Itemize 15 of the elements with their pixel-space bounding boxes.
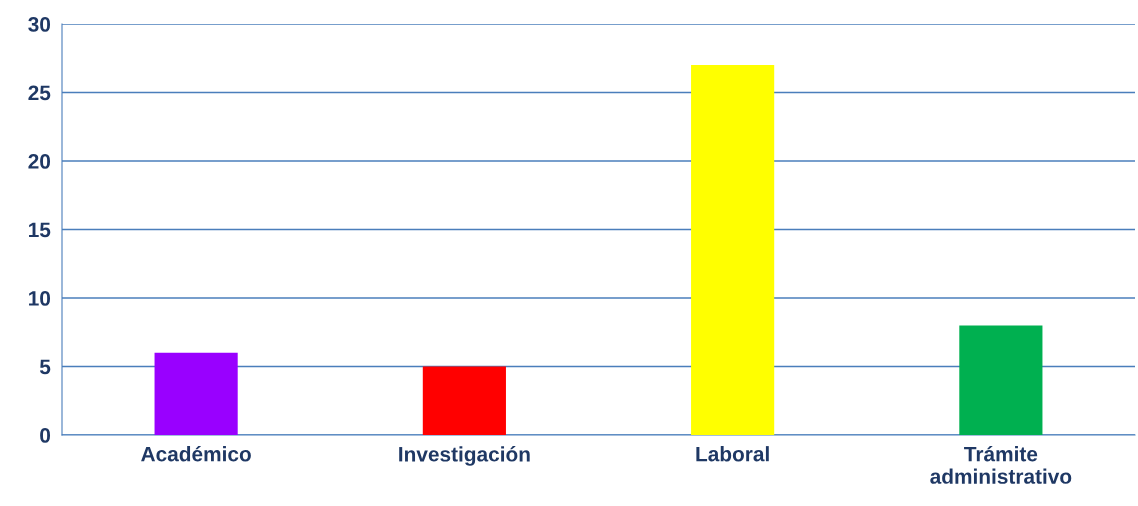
y-tick-label: 25: [28, 85, 51, 101]
y-tick-label: 20: [28, 154, 51, 169]
y-tick-label: 0: [40, 428, 51, 443]
bar: [959, 325, 1043, 435]
y-tick-label: 5: [39, 359, 51, 375]
x-tick-label: Investigación: [399, 446, 530, 466]
bar: [422, 366, 506, 435]
y-tick-label: 15: [29, 222, 51, 238]
y-tick-label: 10: [29, 291, 51, 306]
bar: [154, 352, 238, 435]
x-tick-label: Académico: [141, 445, 251, 462]
y-tick-label: 30: [28, 17, 51, 32]
x-tick-label: Trámite administrativo: [930, 445, 1072, 484]
x-tick-label: Laboral: [696, 446, 769, 462]
bar: [691, 65, 775, 435]
